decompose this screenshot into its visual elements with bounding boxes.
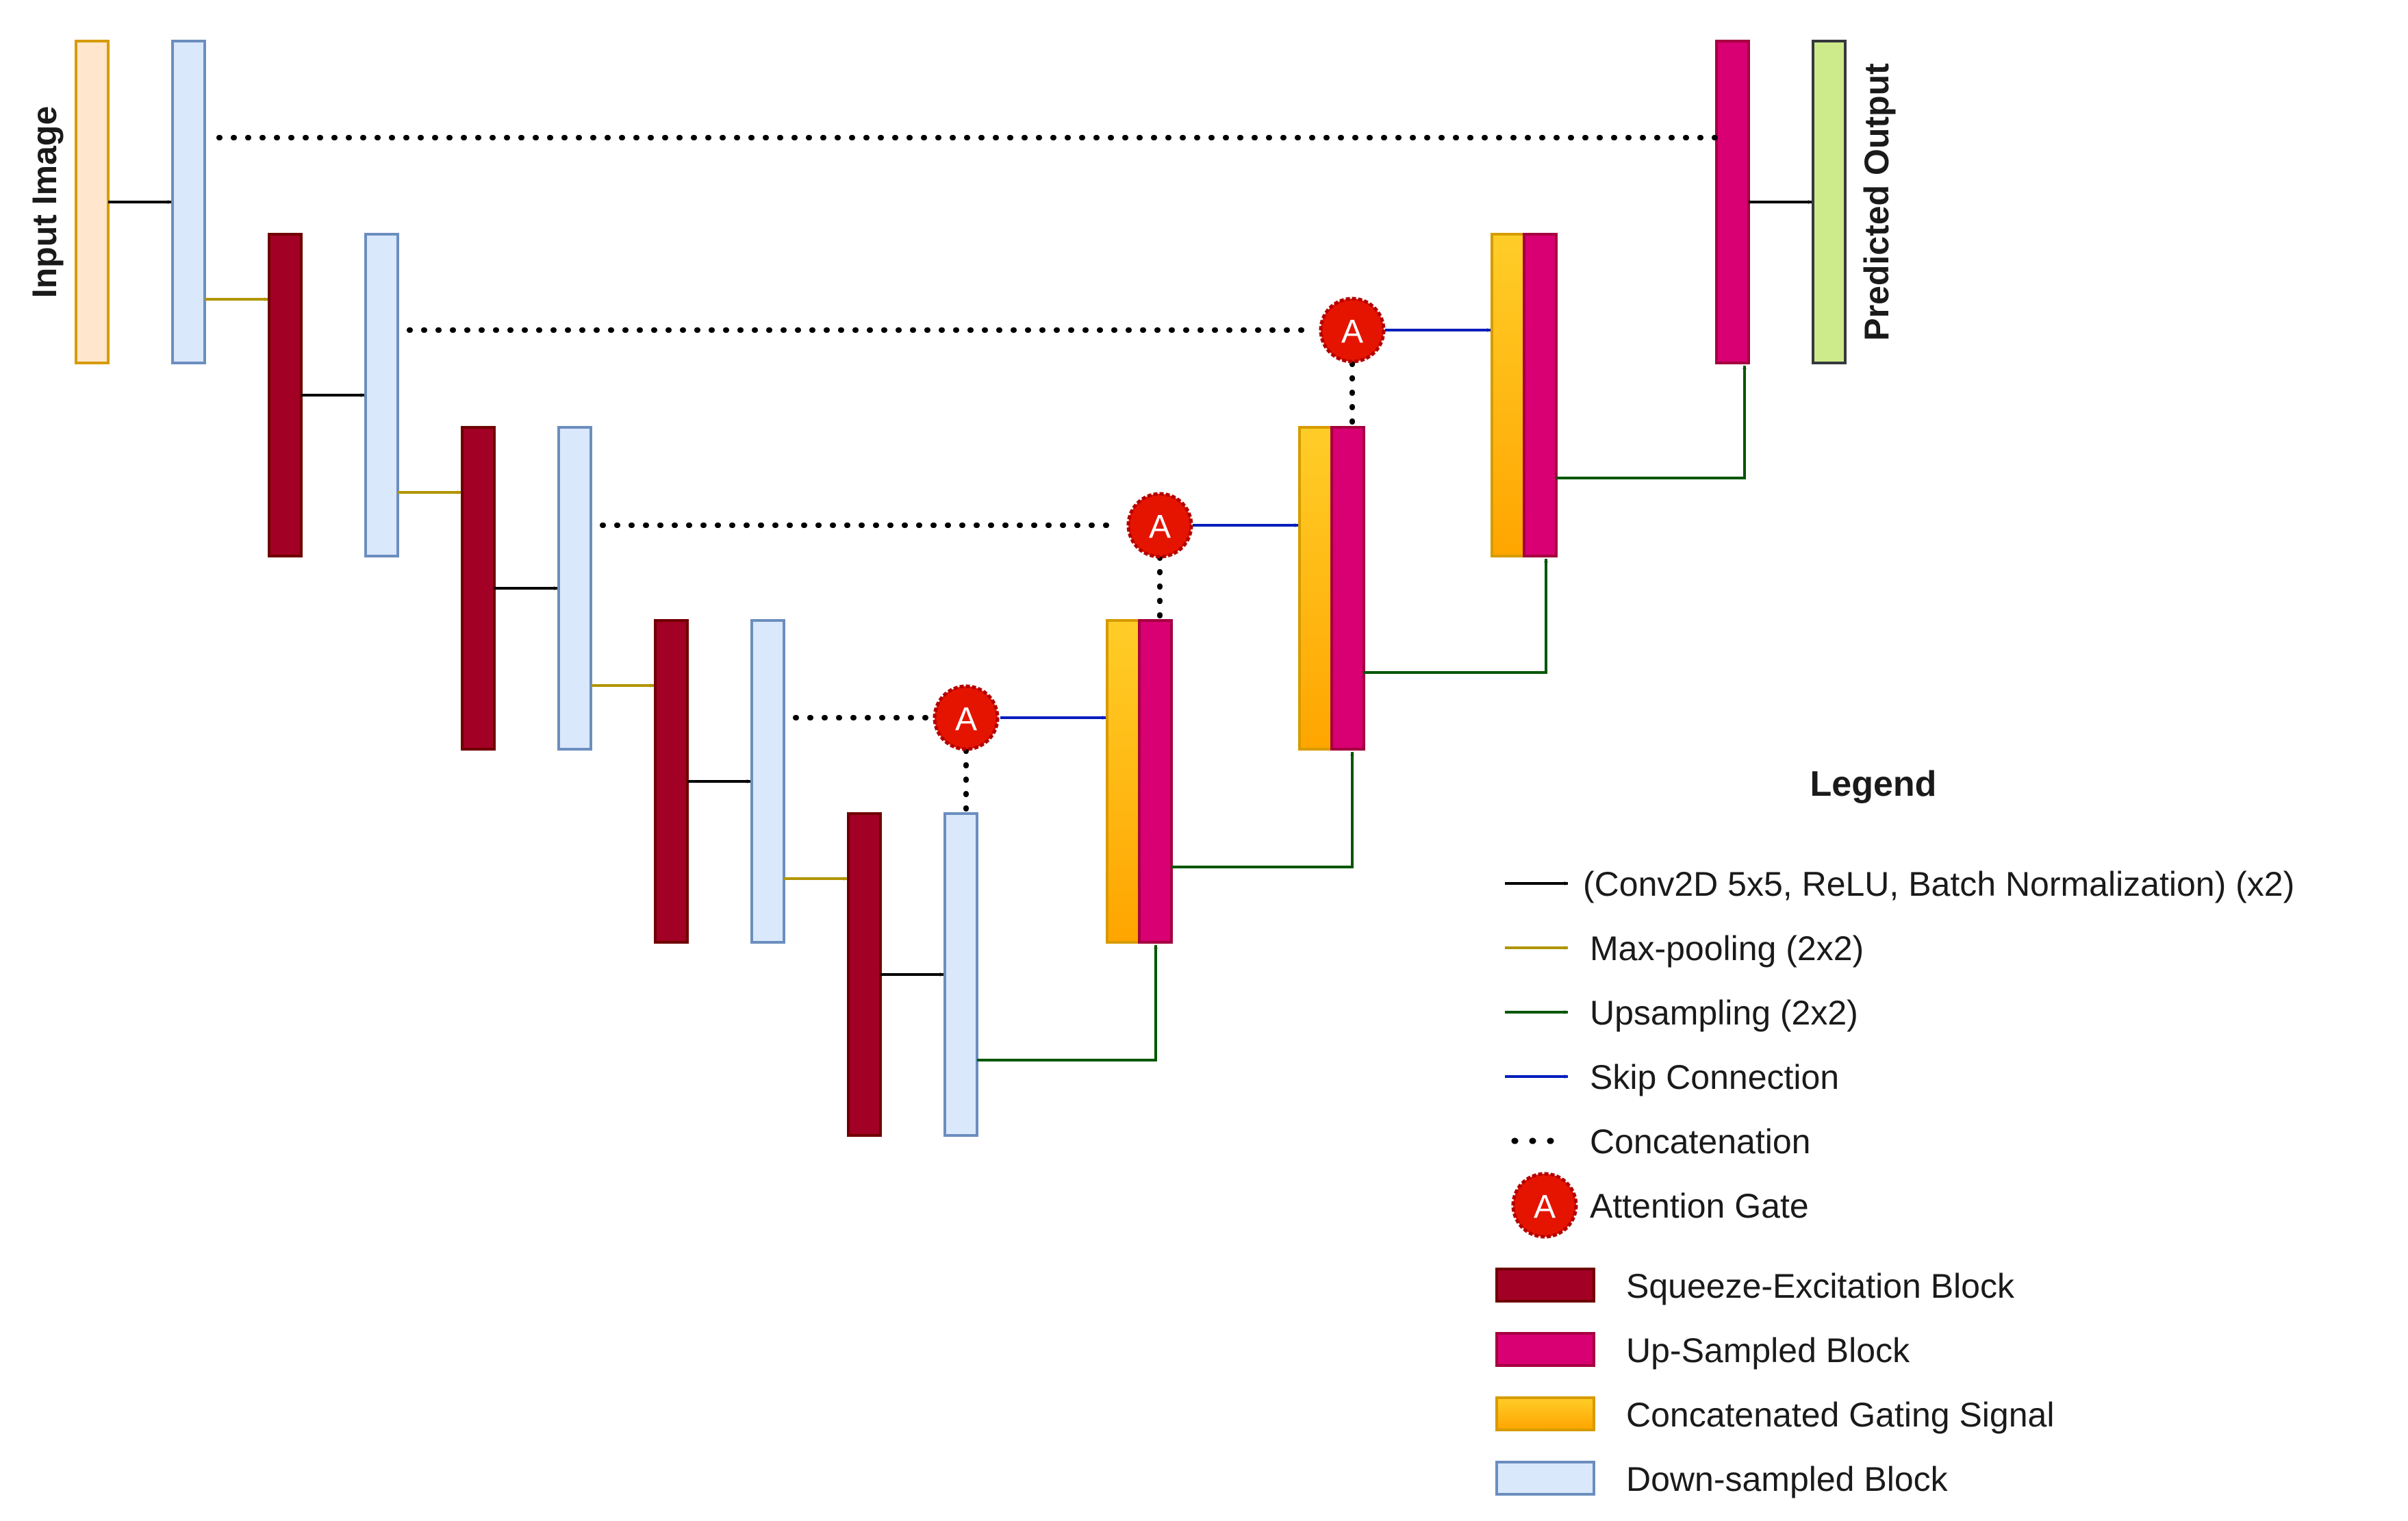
predicted-output-label: Predicted Output (1858, 63, 1896, 341)
legend-down-swatch (1495, 1461, 1595, 1496)
input-image-label: Input Image (25, 106, 64, 299)
legend-item-maxpool: Max-pooling (2x2) (1505, 929, 1864, 968)
legend-item-up-block: Up-Sampled Block (1495, 1331, 1910, 1370)
upsample-arrows (977, 365, 1747, 1061)
legend-se-label: Squeeze-Excitation Block (1626, 1267, 2015, 1305)
legend-gating-swatch (1495, 1396, 1595, 1431)
down-block-4 (750, 619, 785, 944)
conv-arrows (108, 200, 1812, 977)
down-block-2 (364, 233, 399, 557)
upsample-arrow (1364, 558, 1548, 674)
attention-gate-label: A (1341, 314, 1363, 350)
legend-item-concat: Concatenation (1511, 1122, 1810, 1161)
up-block-3 (1523, 233, 1558, 557)
legend-attention-label: Attention Gate (1590, 1187, 1809, 1225)
legend-conv-label: (Conv2D 5x5, ReLU, Batch Normalization) … (1583, 865, 2294, 903)
attention-gate-circle (1126, 492, 1193, 559)
legend-up-label: Up-Sampled Block (1626, 1331, 1910, 1370)
legend-item-skip: Skip Connection (1505, 1058, 1839, 1096)
legend-item-conv: (Conv2D 5x5, ReLU, Batch Normalization) … (1505, 865, 2294, 903)
legend: Legend (Conv2D 5x5, ReLU, Batch Normaliz… (1495, 764, 2294, 1498)
legend-attention-icon (1511, 1172, 1578, 1239)
legend-attention-symbol: A (1534, 1189, 1556, 1225)
attention-gate-label: A (955, 701, 977, 738)
se-block-5 (847, 812, 882, 1137)
maxpool-arrows (205, 297, 848, 881)
attention-gates: A A A (933, 297, 1386, 751)
se-block-3 (461, 426, 496, 751)
legend-item-upsample: Upsampling (2x2) (1505, 994, 1858, 1032)
attention-gate: A (1126, 492, 1193, 559)
up-block-2 (1330, 426, 1365, 751)
legend-title: Legend (1810, 764, 1937, 804)
gating-block-1 (1106, 619, 1141, 944)
se-block-2 (268, 233, 303, 557)
legend-item-attention: A Attention Gate (1511, 1172, 1809, 1239)
legend-concat-label: Concatenation (1590, 1122, 1810, 1161)
legend-item-gating: Concatenated Gating Signal (1495, 1396, 2054, 1434)
attention-gate-circle (933, 684, 1000, 751)
legend-up-swatch (1495, 1332, 1595, 1367)
upsample-arrow (1171, 751, 1354, 868)
upsample-arrow (1556, 365, 1747, 479)
up-block-1 (1138, 619, 1173, 944)
attention-gate-label: A (1149, 509, 1171, 545)
up-block-4 (1715, 40, 1750, 364)
predicted-output-block (1812, 40, 1847, 364)
attention-gate-circle (1319, 297, 1386, 364)
input-image-block (75, 40, 110, 364)
legend-item-se-block: Squeeze-Excitation Block (1495, 1267, 2015, 1305)
attention-gate: A (1319, 297, 1386, 364)
gating-block-3 (1491, 233, 1525, 557)
down-block-3 (557, 426, 592, 751)
legend-se-swatch (1495, 1268, 1595, 1303)
down-block-5 (943, 812, 978, 1137)
legend-upsample-label: Upsampling (2x2) (1590, 994, 1858, 1032)
legend-skip-label: Skip Connection (1590, 1058, 1839, 1096)
legend-maxpool-label: Max-pooling (2x2) (1590, 929, 1864, 968)
gating-block-2 (1298, 426, 1333, 751)
down-block-1 (171, 40, 206, 364)
legend-down-label: Down-sampled Block (1626, 1460, 1949, 1498)
se-block-4 (654, 619, 689, 944)
blocks (75, 40, 1847, 1137)
legend-gating-label: Concatenated Gating Signal (1626, 1396, 2054, 1434)
upsample-arrow (977, 944, 1158, 1061)
attention-gate: A (933, 684, 1000, 751)
skip-arrows (1000, 328, 1491, 720)
legend-item-down-block: Down-sampled Block (1495, 1460, 1949, 1498)
